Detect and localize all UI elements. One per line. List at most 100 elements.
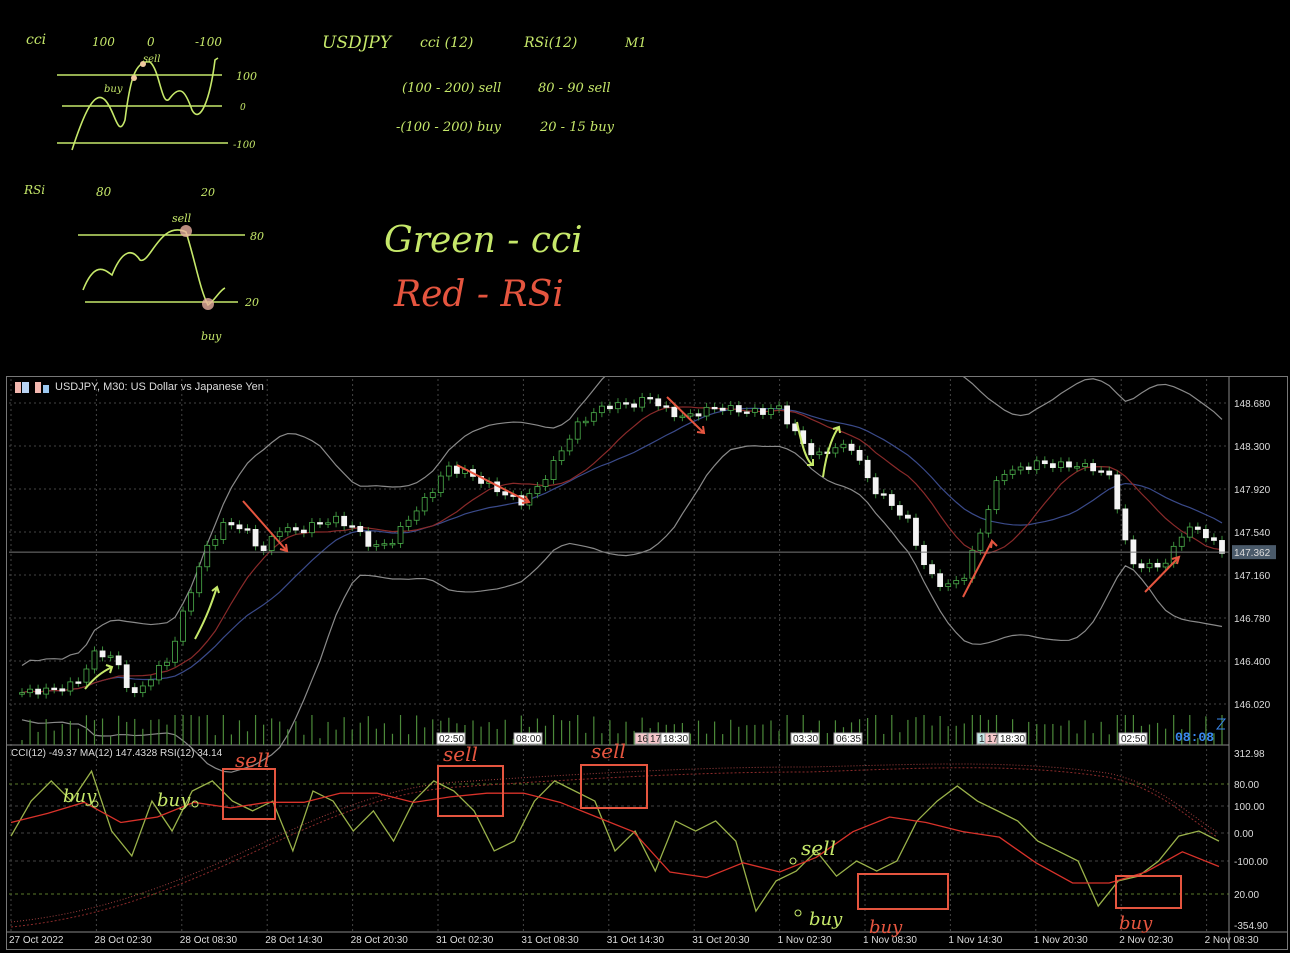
candle [574, 421, 581, 440]
rsi-line [10, 792, 1220, 884]
candle [631, 403, 637, 408]
candle [357, 525, 364, 533]
time-marker-box [1118, 732, 1148, 745]
time-marker-box [997, 732, 1027, 745]
candle [204, 544, 211, 568]
candle [1058, 461, 1064, 468]
candle [623, 402, 629, 405]
candle [156, 665, 162, 681]
time-marker-box [833, 732, 863, 745]
trading-chart-window[interactable]: 148.680 148.300 147.920 147.540 147.160 146.7… [6, 376, 1288, 950]
cci-buy-label: buy [104, 84, 123, 95]
time-axis-label: 28 Oct 02:30 [94, 935, 152, 946]
legend-green-cci: Green - cci [384, 220, 583, 261]
time-marker-box [984, 732, 998, 745]
candle [123, 664, 130, 688]
candle [888, 494, 895, 506]
sell-annotation: sell [591, 739, 626, 763]
candle [639, 397, 646, 408]
candle [164, 661, 170, 666]
candle [445, 465, 452, 477]
candle [502, 491, 509, 496]
time-axis-label: 31 Oct 20:30 [692, 935, 750, 946]
time-marker-box [513, 732, 543, 745]
time-marker-label: 06:35 [836, 734, 861, 745]
candle [727, 405, 734, 411]
candle [1049, 463, 1056, 468]
candle [1186, 526, 1193, 538]
chart-type-icon[interactable] [35, 381, 49, 393]
candle [1074, 466, 1080, 469]
candle [1098, 470, 1105, 473]
candle [397, 525, 404, 544]
rsi-top-level: 20 [200, 186, 215, 199]
candle [107, 655, 114, 658]
rsi-sell-label: sell [172, 212, 192, 225]
candle [67, 681, 74, 692]
candle [75, 681, 82, 684]
candle [1106, 470, 1113, 476]
buy-annotation: buy [869, 917, 903, 938]
candle [542, 479, 549, 487]
candle [896, 505, 903, 516]
candle [1090, 463, 1097, 472]
signal-box [580, 764, 648, 809]
candle [937, 573, 944, 587]
signal-box [1115, 875, 1182, 909]
candle [1219, 540, 1225, 554]
candle [139, 685, 146, 694]
notes-rsi-setting: RSi(12) [523, 35, 577, 51]
candle [598, 405, 605, 414]
grid-menu-icon[interactable] [15, 381, 29, 393]
cci-top-level: 0 [147, 35, 155, 49]
candle [663, 405, 670, 408]
candle [550, 460, 557, 480]
candle [317, 522, 323, 525]
price-axis-label: 148.300 [1234, 442, 1271, 453]
candle [1154, 562, 1161, 568]
cci-sketch-curve [71, 57, 219, 151]
candle [268, 536, 275, 551]
time-marker-label: 18:30 [1000, 734, 1025, 745]
candle [309, 522, 315, 534]
candle [389, 542, 396, 546]
current-price-tag [1232, 545, 1276, 560]
rsi-buy-label: buy [201, 330, 222, 343]
notes-timeframe: M1 [624, 36, 647, 51]
countdown-timer: 08:08 [1175, 730, 1214, 745]
signal-dot [789, 857, 797, 865]
rsi-buy-rule: 20 - 15 buy [539, 120, 615, 135]
candle [1041, 460, 1048, 465]
candle [558, 450, 565, 461]
candle [832, 447, 839, 454]
cci-side-level: 100 [236, 70, 257, 83]
price-axis-label: 147.540 [1234, 528, 1271, 539]
candle [333, 515, 339, 524]
candle [284, 527, 291, 533]
candle [405, 519, 412, 527]
cci-buy-point [131, 75, 137, 81]
candle [961, 577, 968, 581]
candle [671, 406, 678, 418]
candle [534, 486, 541, 495]
candle [760, 408, 766, 415]
indicator-axis-label: 100.00 [1234, 802, 1265, 813]
hourglass-icon [1215, 718, 1227, 730]
bollinger-lower-band [21, 445, 1223, 773]
time-marker-box [790, 732, 820, 745]
cci-side-level: 0 [240, 103, 246, 113]
price-chart[interactable]: 148.680 148.300 147.920 147.540 147.160 146.7… [7, 377, 1287, 949]
candle [1194, 526, 1201, 530]
candle [260, 545, 267, 551]
red-arrow [242, 500, 289, 553]
candle [43, 687, 50, 695]
rsi-buy-point [202, 298, 214, 310]
candle [51, 687, 58, 691]
time-axis-label: 2 Nov 08:30 [1205, 935, 1259, 946]
time-axis-label: 28 Oct 14:30 [265, 935, 323, 946]
candle [244, 528, 251, 531]
candle [1122, 508, 1129, 541]
rsi-sketch-curve [82, 229, 226, 307]
candle [872, 477, 879, 495]
candle [816, 451, 823, 456]
